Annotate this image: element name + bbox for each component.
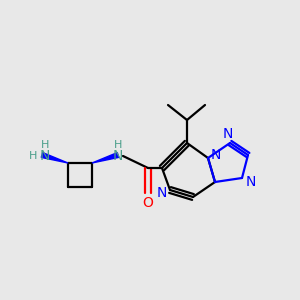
Text: N: N (223, 127, 233, 141)
Text: O: O (142, 196, 153, 210)
Text: N: N (246, 175, 256, 189)
Text: H: H (114, 140, 122, 150)
Text: H: H (41, 140, 49, 150)
Text: N: N (157, 186, 167, 200)
Polygon shape (92, 153, 119, 163)
Polygon shape (41, 153, 68, 163)
Text: N: N (113, 149, 123, 163)
Text: H: H (29, 151, 37, 161)
Text: N: N (211, 148, 221, 162)
Text: N: N (40, 149, 50, 163)
